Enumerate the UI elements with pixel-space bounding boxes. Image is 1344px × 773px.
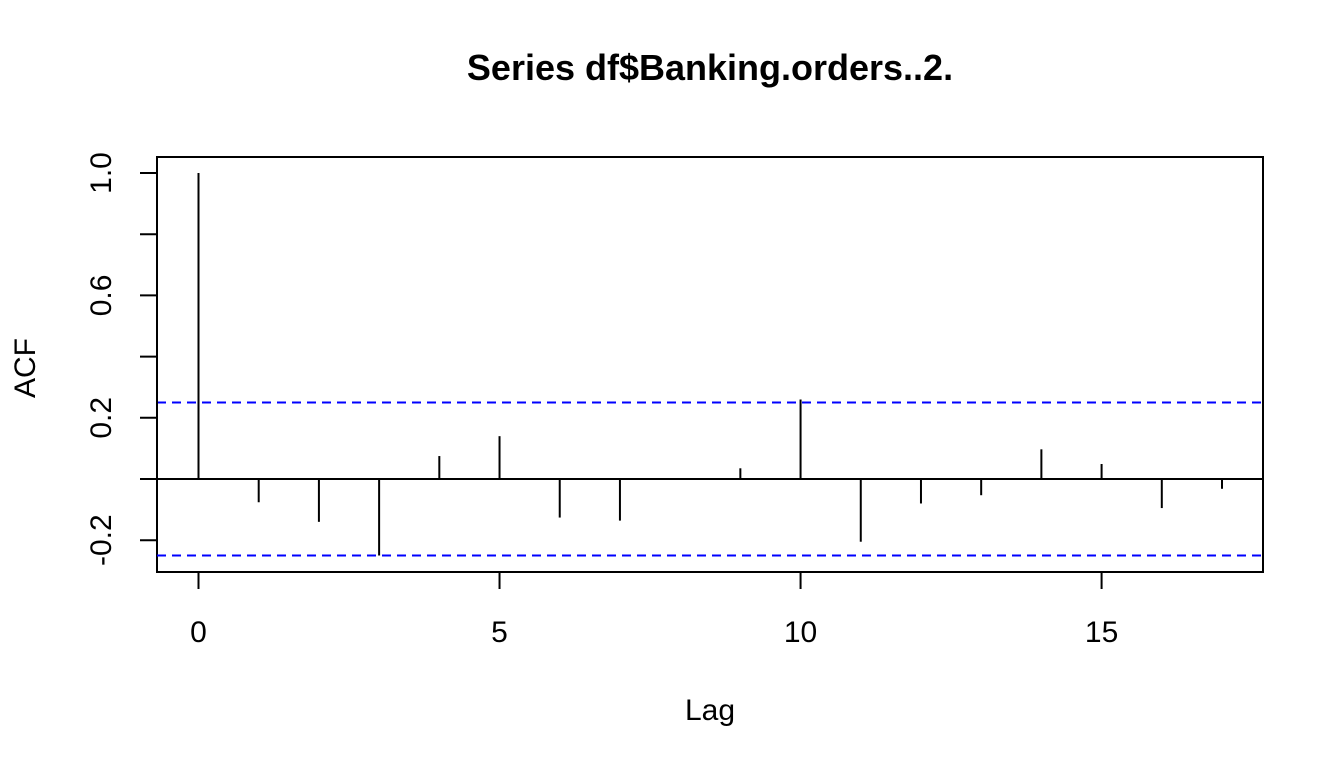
x-tick-label: 5 (491, 616, 508, 649)
x-axis-label: Lag (685, 694, 735, 727)
x-tick-label: 0 (190, 616, 207, 649)
y-tick-label: 0.2 (85, 397, 118, 439)
chart-title: Series df$Banking.orders..2. (467, 47, 953, 88)
x-tick-label: 15 (1085, 616, 1118, 649)
plot-frame (156, 156, 1264, 573)
y-tick-label: -0.2 (85, 514, 118, 566)
y-tick-label: 1.0 (85, 152, 118, 194)
x-tick-label: 10 (784, 616, 817, 649)
y-axis-label: ACF (9, 338, 42, 398)
y-tick-label: 0.6 (85, 275, 118, 317)
